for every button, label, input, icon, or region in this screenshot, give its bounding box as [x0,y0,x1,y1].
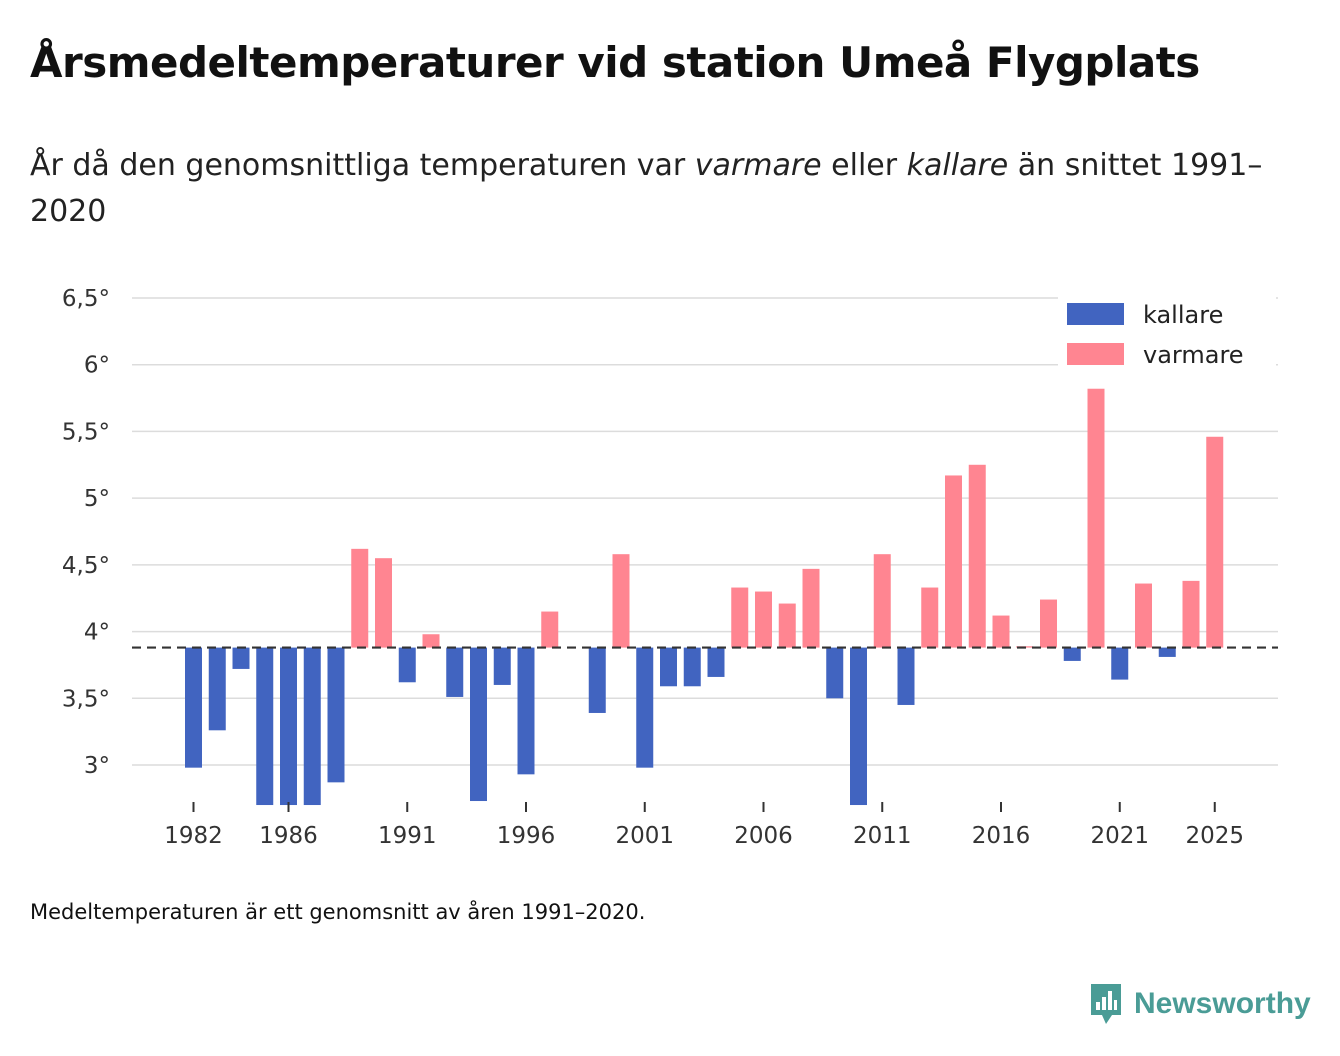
bar-1994 [470,647,487,802]
bar-1985 [256,647,274,806]
bar-2002 [660,647,677,687]
bar-2001 [636,647,654,768]
x-tick-label: 1996 [497,823,556,849]
bar-1996 [517,647,535,775]
legend-label-varmare: varmare [1143,341,1244,369]
bar-2024 [1182,580,1200,648]
y-tick-label: 3° [84,753,110,779]
chart-subtitle: År då den genomsnittliga temperaturen va… [30,143,1270,235]
x-tick-label: 2006 [734,823,793,849]
y-tick-label: 5° [84,486,110,512]
bar-2000 [612,554,630,648]
bar-1984 [232,647,250,669]
bar-2021 [1111,647,1129,680]
y-tick-label: 6,5° [62,286,110,312]
bar-2009 [826,647,844,699]
subtitle-part3: än snittet 1991–2020 [30,148,1263,229]
bar-1987 [303,647,321,806]
y-axis: 3° 3,5° 4° 4,5° 5° 5,5° 6° 6,5° [62,286,110,779]
bar-2004 [707,647,725,677]
bars [185,388,1224,806]
x-tick-label: 1982 [164,823,223,849]
bar-2005 [731,587,749,648]
bar-chart: 3° 3,5° 4° 4,5° 5° 5,5° 6° 6,5° 1982 1986 1991 199… [62,286,1278,849]
bar-1993 [446,647,464,697]
bar-2010 [850,647,867,806]
x-tick-label: 1991 [378,823,437,849]
bar-2015 [968,464,986,648]
legend-swatch-kallare [1067,303,1124,325]
bar-1989 [351,548,369,648]
x-tick-label: 2016 [972,823,1031,849]
bar-2006 [755,591,772,648]
y-tick-label: 4° [84,620,110,646]
x-axis: 1982 1986 1991 1996 2001 2006 2011 2016 2021 2025 [164,802,1244,849]
legend-label-kallare: kallare [1143,301,1223,329]
bar-2019 [1063,647,1081,661]
legend-swatch-varmare [1067,343,1124,365]
bar-2020 [1087,388,1105,648]
bar-1988 [327,647,345,783]
bar-2013 [921,587,939,648]
x-tick-label: 2011 [853,823,912,849]
bar-1990 [375,558,392,648]
bar-1991 [398,647,416,683]
bar-2016 [992,615,1010,648]
footnote: Medeltemperaturen är ett genomsnitt av å… [30,900,646,924]
subtitle-part1: År då den genomsnittliga temperaturen va… [30,148,695,183]
y-tick-label: 3,5° [62,686,110,712]
brand-name: Newsworthy [1134,987,1311,1020]
bar-1995 [493,647,511,685]
y-tick-label: 4,5° [62,553,110,579]
legend: kallare varmare [1058,292,1276,372]
subtitle-part2: eller [821,148,907,183]
bar-1992 [422,634,440,648]
chart-title: Årsmedeltemperaturer vid station Umeå Fl… [30,38,1200,87]
subtitle-warm-word: varmare [694,148,822,183]
bar-2012 [897,647,915,705]
subtitle-cold-word: kallare [906,148,1009,183]
x-tick-label: 2001 [615,823,674,849]
newsworthy-logo-icon [1091,984,1121,1024]
bar-2008 [802,568,820,648]
bar-2023 [1158,647,1176,657]
x-tick-label: 2021 [1090,823,1149,849]
y-tick-label: 5,5° [62,419,110,445]
bar-1997 [541,611,559,648]
x-tick-label: 1986 [259,823,318,849]
bar-2022 [1135,583,1152,648]
bar-1986 [280,647,297,806]
bar-1983 [208,647,226,731]
bar-2007 [778,603,796,648]
x-tick-label: 2025 [1185,823,1244,849]
newsworthy-logo: Newsworthy [1088,982,1311,1026]
bar-1999 [588,647,606,713]
bar-2011 [873,554,891,648]
y-tick-label: 6° [84,353,110,379]
bar-2003 [683,647,701,687]
bar-2014 [945,475,962,648]
bar-2025 [1206,436,1224,648]
bar-2018 [1040,599,1057,648]
bar-1982 [185,647,202,768]
